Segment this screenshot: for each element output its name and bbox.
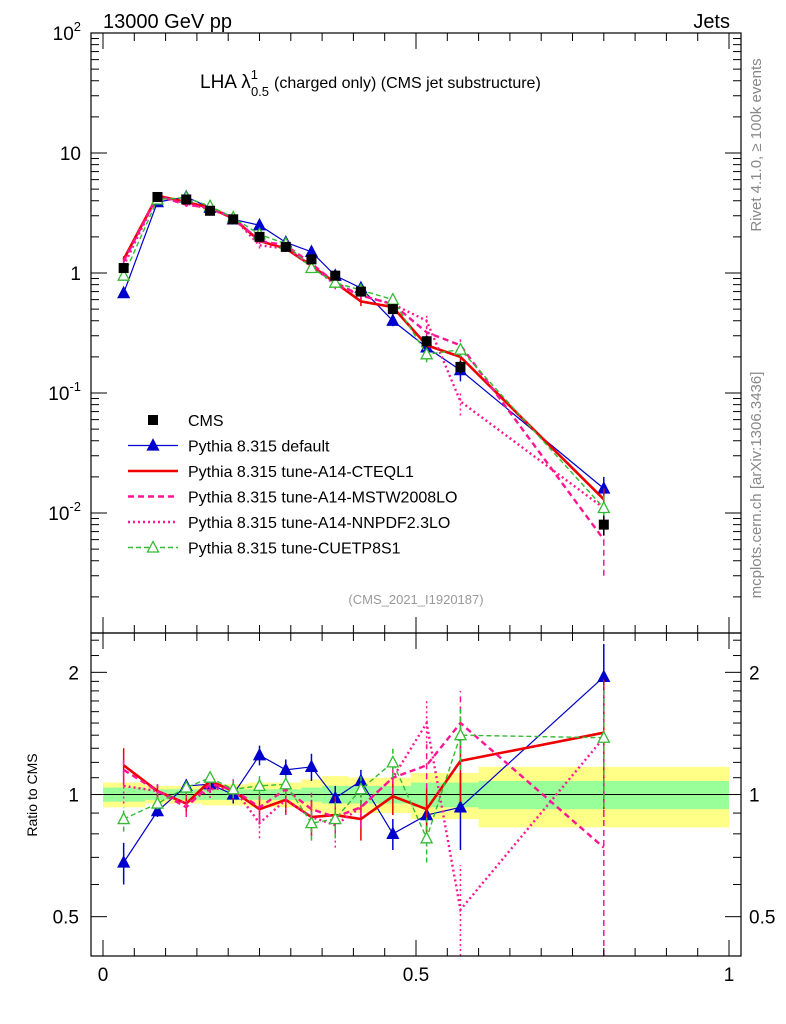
process-label: Jets — [693, 11, 730, 33]
data-point — [203, 770, 217, 783]
plot-title-sub: 0.5 — [251, 84, 269, 99]
data-point — [304, 260, 319, 274]
series-line — [123, 196, 605, 509]
series-cuetp8s1 — [117, 687, 611, 863]
data-point — [597, 500, 611, 514]
data-point — [117, 811, 131, 825]
y-tick-label: 102 — [53, 19, 81, 45]
data-point — [179, 780, 193, 793]
data-point — [228, 214, 239, 225]
data-point — [252, 747, 267, 761]
data-point — [421, 336, 432, 347]
legend-marker — [146, 438, 160, 451]
legend-item-default: Pythia 8.315 default — [128, 438, 330, 456]
legend-item-cteql1: Pythia 8.315 tune-A14-CTEQL1 — [128, 464, 414, 481]
data-point — [453, 727, 468, 741]
y-tick-label: 10 — [60, 144, 81, 165]
main-panel: 10-2 10-1 1 10 102 — [48, 19, 742, 634]
y-tick-label: 1 — [70, 264, 81, 285]
data-point — [181, 194, 192, 205]
plot-title-main: LHA λ — [200, 72, 251, 93]
data-point — [117, 855, 131, 868]
x-tick-label: 1 — [724, 965, 735, 986]
legend-label: Pythia 8.315 default — [188, 439, 330, 456]
data-point — [328, 811, 342, 825]
data-point — [420, 830, 434, 844]
series-line — [123, 719, 605, 913]
data-point — [355, 286, 366, 297]
x-tick-label: 0 — [98, 965, 109, 986]
data-point — [304, 759, 319, 772]
data-point — [386, 313, 400, 326]
data-point — [386, 754, 400, 768]
data-point — [386, 292, 400, 305]
y-tick-label-left: 0.5 — [53, 908, 79, 929]
x-tick-label: 0.5 — [403, 965, 429, 986]
series-default — [117, 643, 611, 885]
data-point — [453, 799, 468, 813]
legend-label: CMS — [188, 413, 224, 430]
data-point — [280, 241, 291, 252]
series-line — [123, 721, 605, 849]
series-line — [122, 194, 605, 541]
data-point — [453, 342, 468, 355]
data-point — [387, 304, 398, 315]
data-point — [205, 205, 216, 216]
plot-title: LHA λ1 0.5 (charged only) (CMS jet substru… — [200, 67, 541, 99]
data-point — [455, 361, 466, 372]
data-point — [150, 796, 165, 809]
legend: CMS Pythia 8.315 default Pythia 8.315 tune… — [128, 413, 457, 558]
y-tick-label-right: 2 — [749, 663, 760, 684]
data-point — [117, 285, 131, 299]
data-point — [420, 346, 434, 360]
y-tick-label: 10-2 — [48, 499, 81, 525]
legend-marker — [146, 540, 160, 553]
legend-label: Pythia 8.315 tune-A14-CTEQL1 — [188, 464, 414, 481]
y-tick-label-right: 0.5 — [749, 908, 775, 929]
data-point — [252, 778, 267, 792]
data-point — [598, 519, 609, 530]
side-label-rivet: Rivet 4.1.0, ≥ 100k events — [748, 58, 765, 231]
data-point — [330, 270, 341, 281]
y-tick-label-right: 1 — [749, 786, 760, 807]
ratio-panel: 0.5 0.5 1 1 2 2 0 0.5 1 — [53, 632, 775, 986]
series-line — [122, 194, 605, 509]
legend-item-cuetp8s1: Pythia 8.315 tune-CUETP8S1 — [128, 540, 401, 558]
side-label-mcplots: mcplots.cern.ch [arXiv:1306.3436] — [748, 372, 765, 599]
legend-item-mstw: Pythia 8.315 tune-A14-MSTW2008LO — [128, 490, 457, 507]
series-line — [123, 734, 604, 841]
legend-label: Pythia 8.315 tune-A14-MSTW2008LO — [188, 490, 457, 507]
data-point — [152, 191, 163, 202]
data-point — [150, 803, 165, 817]
data-point — [386, 826, 400, 839]
data-point — [304, 815, 319, 829]
data-point — [354, 781, 368, 795]
data-point — [226, 781, 240, 795]
data-point — [118, 263, 129, 274]
data-point — [328, 275, 342, 288]
y-tick-label-left: 2 — [68, 663, 79, 684]
legend-label: Pythia 8.315 tune-CUETP8S1 — [188, 541, 401, 558]
legend-label: Pythia 8.315 tune-A14-NNPDF2.3LO — [188, 515, 450, 532]
ratio-y-axis-label: Ratio to CMS — [24, 753, 40, 836]
analysis-id-label: (CMS_2021_I1920187) — [348, 592, 483, 607]
data-point — [254, 231, 265, 242]
y-tick-label: 10-1 — [48, 379, 81, 405]
energy-label: 13000 GeV pp — [103, 11, 232, 33]
data-point — [597, 730, 611, 743]
legend-item-data: CMS — [148, 413, 224, 430]
data-point — [306, 254, 317, 265]
data-point — [117, 268, 131, 281]
legend-item-nnpdf: Pythia 8.315 tune-A14-NNPDF2.3LO — [128, 515, 450, 532]
y-tick-label-left: 1 — [68, 786, 79, 807]
plot-title-rest: (charged only) (CMS jet substructure) — [274, 75, 541, 92]
plot-title-sup: 1 — [251, 67, 258, 82]
data-point — [279, 762, 293, 776]
series-data — [118, 191, 609, 536]
data-point — [279, 776, 293, 790]
legend-marker — [148, 415, 158, 425]
